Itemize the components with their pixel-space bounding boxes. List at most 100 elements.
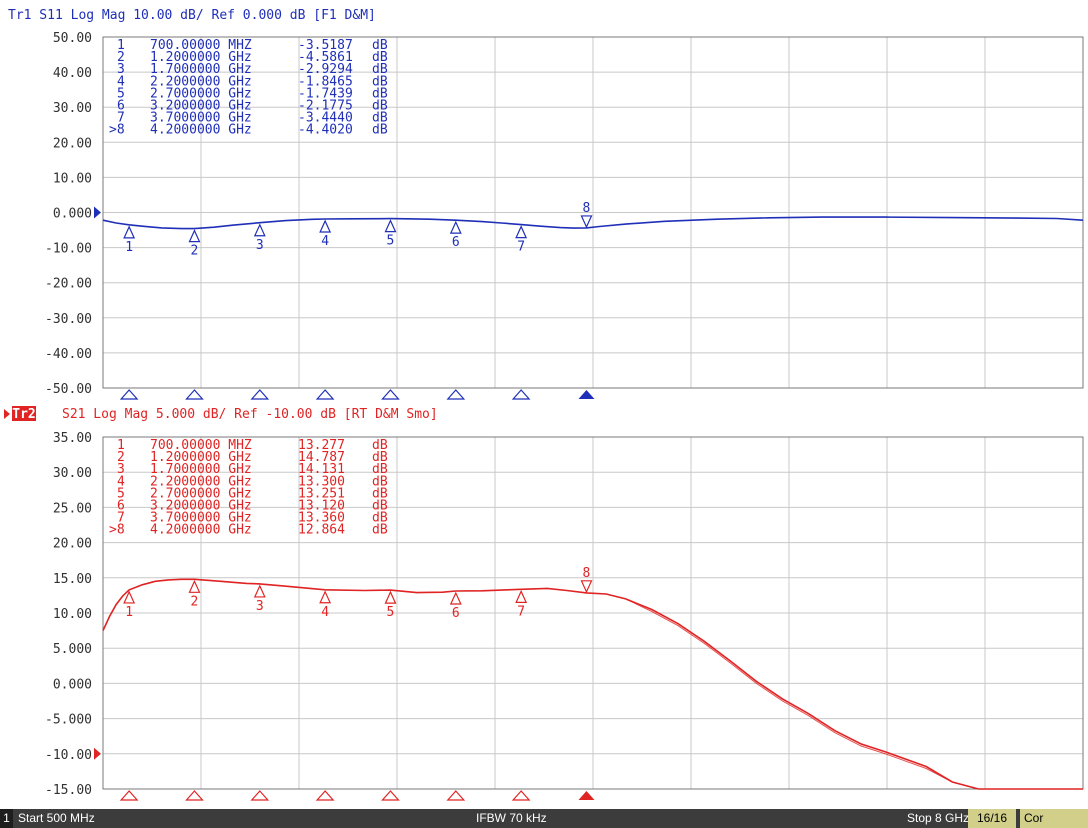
marker-position-indicator [185,790,204,801]
y-tick-label: 30.00 [53,466,92,481]
readout-frequency: 2.2000000 GHz [150,474,252,489]
y-tick-label: -10.00 [45,242,92,257]
marker-label: 4 [321,605,329,620]
correction-status[interactable]: Cor [1020,809,1088,828]
y-tick-label: 0.000 [53,677,92,692]
readout-unit: dB [372,86,388,101]
readout-value: 14.787 [298,450,345,465]
readout-unit: dB [372,486,388,501]
marker-triangle [449,220,462,234]
y-tick-label: 20.00 [53,136,92,151]
readout-frequency: 2.2000000 GHz [150,74,252,89]
y-tick-label: -20.00 [45,277,92,292]
readout-frequency: 700.00000 MHZ [150,38,252,53]
trace-title: Tr1 S11 Log Mag 10.00 dB/ Ref 0.000 dB [… [8,8,376,23]
marker-triangle [319,219,332,233]
marker-triangle [515,225,528,239]
readout-unit: dB [372,50,388,65]
y-tick-label: 10.00 [53,171,92,186]
channel-number[interactable]: 1 [0,809,13,828]
y-tick-label: 0.000 [53,207,92,222]
readout-frequency: 3.7000000 GHz [150,511,252,526]
readout-marker-number: 6 [117,499,125,514]
readout-marker-number: 5 [117,86,125,101]
readout-marker-number: 4 [117,474,125,489]
readout-unit: dB [372,523,388,538]
marker-label: 4 [321,234,329,249]
marker-label: 6 [452,606,460,621]
marker-triangle [123,590,136,604]
y-tick-label: 35.00 [53,431,92,446]
marker-label: 5 [387,234,395,249]
reference-level-arrow [94,206,101,219]
readout-unit: dB [372,62,388,77]
marker-label: 3 [256,599,264,614]
readout-unit: dB [372,511,388,526]
y-tick-label: 50.00 [53,31,92,46]
y-tick-label: -15.00 [45,783,92,798]
if-bandwidth[interactable]: IFBW 70 kHz [476,811,547,825]
marker-triangle [384,590,397,604]
marker-label: 7 [517,604,525,619]
marker-position-indicator [511,790,531,801]
y-tick-label: 20.00 [53,537,92,552]
marker-triangle [188,579,201,593]
y-tick-label: 25.00 [53,501,92,516]
vna-chart-svg: Tr1 S11 Log Mag 10.00 dB/ Ref 0.000 dB [… [4,8,1084,801]
readout-frequency: 700.00000 MHZ [150,438,252,453]
y-tick-label: -5.000 [45,713,92,728]
readout-value: 13.277 [298,438,345,453]
readout-value: -4.4020 [298,123,353,138]
marker-triangle [319,590,332,604]
stop-frequency[interactable]: Stop 8 GHz [907,811,970,825]
readout-marker-number: 1 [117,438,125,453]
reference-level-arrow [94,747,101,760]
readout-value: -1.8465 [298,74,353,89]
marker-triangle [449,591,462,605]
averaging-count[interactable]: 16/16 [968,809,1016,828]
marker-label: 6 [452,235,460,250]
readout-frequency: 4.2000000 GHz [150,123,252,138]
marker-position-indicator [446,389,466,400]
readout-marker-number: 4 [117,74,125,89]
readout-marker-number: 7 [117,511,125,526]
readout-value: -3.4440 [298,111,353,126]
marker-position-indicator [511,389,531,400]
marker-position-indicator [315,389,335,400]
marker-position-indicator [446,790,466,801]
readout-value: -1.7439 [298,86,353,101]
y-tick-label: -50.00 [45,382,92,397]
y-tick-label: 5.000 [53,642,92,657]
start-frequency[interactable]: Start 500 MHz [18,811,95,825]
marker-position-indicator [250,790,270,801]
readout-value: 12.864 [298,523,345,538]
marker-triangle [253,223,266,237]
marker-position-indicator [578,791,595,800]
readout-marker-number: >8 [109,523,125,538]
marker-triangle [384,219,397,233]
marker-position-indicator [381,790,400,801]
readout-frequency: 1.2000000 GHz [150,50,252,65]
trace-line [102,216,1084,230]
readout-marker-number: 3 [117,62,125,77]
trace-id-label: Tr2 [12,407,35,422]
readout-marker-number: 2 [117,450,125,465]
readout-marker-number: 6 [117,99,125,114]
trace-line-shadow [102,578,1083,790]
readout-marker-number: 2 [117,50,125,65]
readout-value: 14.131 [298,462,345,477]
marker-label: 7 [517,240,525,255]
readout-marker-number: 5 [117,486,125,501]
marker-position-indicator [315,790,335,801]
marker-triangle [253,584,266,598]
readout-unit: dB [372,74,388,89]
trace-title: S21 Log Mag 5.000 dB/ Ref -10.00 dB [RT … [62,407,438,422]
readout-unit: dB [372,99,388,114]
marker-position-indicator [578,390,595,399]
marker-triangle [123,225,136,239]
readout-unit: dB [372,474,388,489]
marker-position-indicator [250,389,270,400]
y-tick-label: 15.00 [53,572,92,587]
readout-unit: dB [372,123,388,138]
readout-value: -4.5861 [298,50,353,65]
